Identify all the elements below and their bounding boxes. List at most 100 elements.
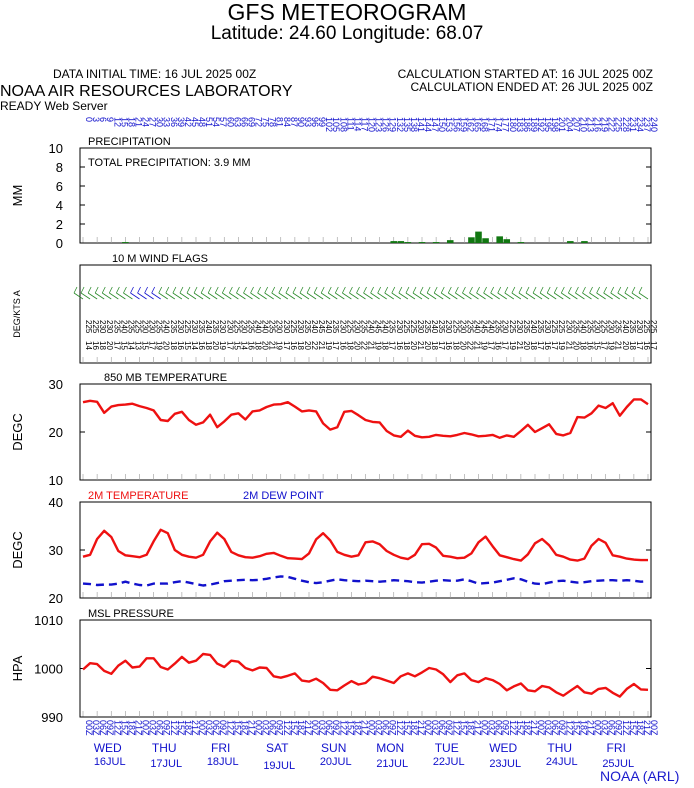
temperature-2m-line (82, 528, 648, 562)
wind-speed-label: 14 (239, 341, 248, 350)
wind-direction-label: 230 (416, 320, 425, 334)
wind-direction-label: 230 (607, 320, 616, 334)
wind-speed-label: 18 (529, 341, 538, 350)
forecast-hour-label: 234 (635, 117, 645, 132)
time-label: 00Z (197, 720, 207, 736)
wind-barb-flag (610, 286, 615, 294)
forecast-hour-label: 84 (282, 117, 292, 127)
wind-barb-flag (349, 286, 353, 294)
wind-barb-flag (447, 286, 452, 294)
wind-barb (158, 292, 168, 300)
date-label: 20JUL (320, 756, 352, 768)
time-label: 12Z (169, 720, 179, 736)
forecast-hour-label: 210 (578, 117, 588, 132)
time-label: 09Z (557, 720, 567, 736)
forecast-hour-label: 141 (416, 117, 426, 132)
forecast-hour-label: 147 (430, 117, 440, 132)
wind-direction-label: 240 (204, 320, 213, 334)
wind-direction-label: 240 (254, 320, 263, 334)
time-label: 21Z (303, 720, 313, 736)
wind-barb-flag (342, 286, 346, 294)
wind-direction-label: 225 (289, 320, 298, 334)
wind-speed-label: 18 (628, 341, 637, 350)
wind-speed-label: 16 (642, 341, 651, 350)
time-label: 18Z (296, 720, 306, 736)
wind-barb (102, 292, 112, 300)
time-label: 12Z (395, 720, 405, 736)
wind-speed-label: 22 (465, 341, 474, 350)
forecast-hour-label: 186 (522, 117, 532, 132)
wind-barb (610, 292, 620, 300)
wind-speed-label: 18 (169, 341, 178, 350)
wind-direction-label: 230 (225, 320, 234, 334)
wind-speed-label: 17 (388, 341, 397, 350)
time-label: 21Z (359, 720, 369, 736)
time-label: 12Z (282, 720, 292, 736)
precipitation-bar (482, 238, 489, 243)
wind-barb-flag (412, 286, 417, 294)
time-label: 15Z (515, 720, 525, 736)
wind-direction-label: 230 (239, 320, 248, 334)
wind-barb (377, 292, 387, 300)
wind-barb (525, 292, 536, 300)
wind-barb-flag (101, 286, 106, 294)
time-label: 06Z (494, 720, 504, 736)
forecast-hour-label: 24 (141, 117, 151, 127)
wind-barb (123, 292, 133, 300)
time-label: 06Z (98, 720, 108, 736)
forecast-hour-label: 156 (451, 117, 461, 132)
wind-speed-label: 13 (133, 341, 142, 350)
wind-barb-flag (596, 286, 600, 294)
wind-barb-flag (313, 286, 318, 294)
wind-barb-flag (299, 286, 304, 294)
wind-barb (80, 292, 91, 300)
forecast-hour-label: 90 (296, 117, 306, 127)
wind-barb-flag (172, 286, 177, 294)
wind-barb (568, 292, 578, 300)
wind-direction-label: 240 (119, 320, 128, 334)
wind-barb-flag (292, 286, 297, 294)
location-coordinates: Latitude: 24.60 Longitude: 68.07 (210, 23, 484, 44)
wind-barb-flag (433, 286, 438, 294)
wind-barb-flag (568, 286, 572, 294)
wind-barb-flag (377, 286, 382, 294)
forecast-hour-label: 213 (585, 117, 595, 132)
wind-direction-label: 230 (190, 320, 199, 334)
time-label: 15Z (232, 720, 242, 736)
wind-barb (144, 292, 154, 300)
wind-barb (624, 292, 635, 300)
time-label: 03Z (600, 720, 610, 736)
wind-barb (412, 292, 423, 300)
credit-label: NOAA (ARL) (600, 768, 680, 784)
wind-speed-label: 22 (359, 341, 368, 350)
time-label: 00Z (423, 720, 433, 736)
y-tick-label: 1000 (34, 662, 63, 677)
wind-barb-flag (137, 286, 141, 294)
wind-barb-flag (306, 286, 311, 294)
wind-speed-label: 18 (578, 341, 587, 350)
wind-barb-flag (483, 286, 487, 294)
time-label: 03Z (317, 720, 327, 736)
forecast-hour-label: 153 (444, 117, 454, 132)
time-label: 00Z (84, 720, 94, 736)
precipitation-bar (475, 231, 482, 243)
forecast-hour-label: 129 (388, 117, 398, 132)
forecast-hour-label: 231 (628, 117, 638, 132)
y-tick-label: 10 (49, 141, 63, 156)
wind-barb (130, 292, 140, 300)
time-label: 12Z (338, 720, 348, 736)
time-label: 00Z (367, 720, 377, 736)
forecast-hour-label: 132 (395, 117, 405, 132)
wind-direction-label: 225 (402, 320, 411, 334)
wind-direction-label: 240 (261, 320, 270, 334)
wind-barb-flag (405, 286, 410, 294)
wind-barb-flag (80, 286, 85, 294)
time-label: 18Z (465, 720, 475, 736)
wind-barb (370, 292, 380, 300)
wind-speed-label: 19 (275, 341, 284, 350)
precipitation-bar (404, 242, 412, 243)
wind-speed-label: 17 (536, 341, 545, 350)
y-tick-label: 30 (49, 377, 63, 392)
wind-barb (320, 292, 331, 300)
wind-speed-label: 16 (395, 341, 404, 350)
